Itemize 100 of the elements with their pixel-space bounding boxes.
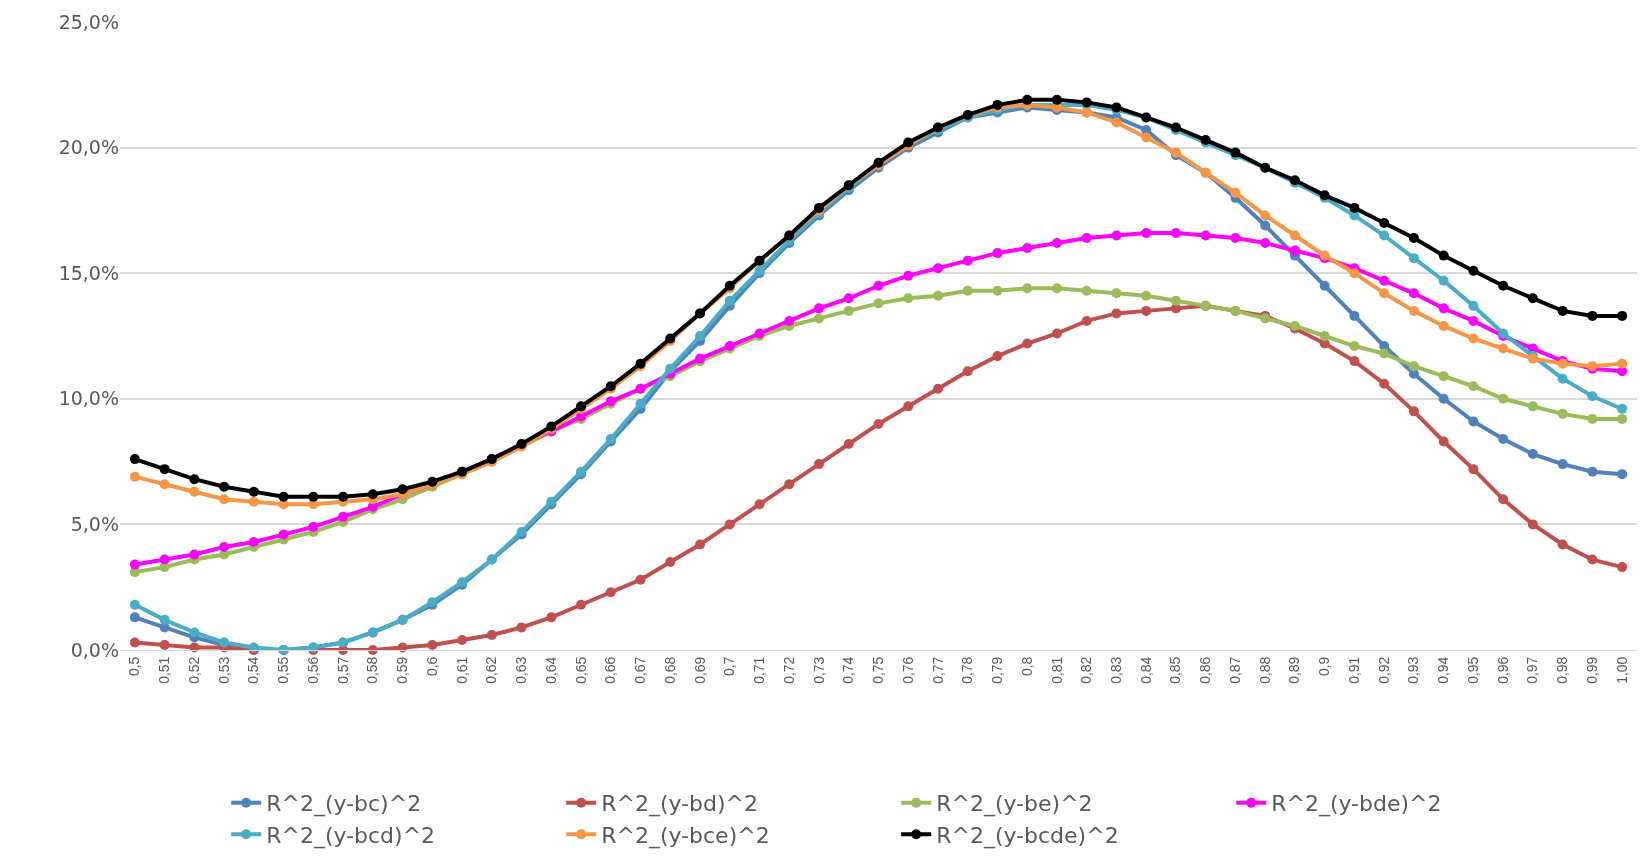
x-tick-label: 0,53 bbox=[215, 656, 232, 684]
point bbox=[605, 587, 616, 598]
point bbox=[932, 263, 943, 274]
x-tick-label: 0,62 bbox=[483, 656, 500, 684]
point bbox=[129, 471, 140, 482]
x-tick-label: 0,9 bbox=[1316, 656, 1333, 677]
x-tick-label: 0,54 bbox=[245, 656, 262, 684]
point bbox=[1141, 305, 1152, 316]
point bbox=[843, 439, 854, 450]
x-tick-label: 0,6 bbox=[423, 656, 440, 677]
point bbox=[219, 494, 230, 505]
point bbox=[1379, 275, 1390, 286]
y-tick-label: 20,0% bbox=[58, 136, 119, 159]
point bbox=[992, 248, 1003, 259]
point bbox=[1557, 373, 1568, 384]
point bbox=[962, 366, 973, 377]
point bbox=[427, 639, 438, 650]
point bbox=[1081, 315, 1092, 326]
x-tick-label: 0,5 bbox=[126, 656, 143, 677]
point bbox=[129, 559, 140, 570]
x-tick-label: 0,92 bbox=[1375, 656, 1392, 684]
point bbox=[1468, 265, 1479, 276]
point bbox=[1349, 268, 1360, 279]
point bbox=[1349, 356, 1360, 367]
point bbox=[278, 491, 289, 502]
point bbox=[1498, 280, 1509, 291]
point bbox=[1111, 230, 1122, 241]
point bbox=[189, 627, 200, 638]
point bbox=[873, 280, 884, 291]
point bbox=[1170, 295, 1181, 306]
point bbox=[159, 554, 170, 565]
point bbox=[903, 293, 914, 304]
point bbox=[1379, 348, 1390, 359]
point bbox=[1408, 361, 1419, 372]
point bbox=[189, 486, 200, 497]
y-tick-label: 5,0% bbox=[70, 513, 119, 536]
point bbox=[1260, 238, 1271, 249]
point bbox=[1438, 436, 1449, 447]
point bbox=[784, 315, 795, 326]
point bbox=[546, 612, 557, 623]
point bbox=[129, 454, 140, 465]
point bbox=[1617, 310, 1628, 321]
point bbox=[248, 496, 259, 507]
y-tick-label: 0,0% bbox=[70, 638, 119, 661]
x-tick-label: 0,95 bbox=[1464, 656, 1481, 684]
legend-label: R^2_(y-bce)^2 bbox=[601, 822, 770, 849]
point bbox=[1051, 238, 1062, 249]
point bbox=[1289, 245, 1300, 256]
point bbox=[635, 574, 646, 585]
x-tick-label: 0,57 bbox=[334, 656, 351, 684]
point bbox=[873, 418, 884, 429]
point bbox=[1141, 290, 1152, 301]
point bbox=[159, 639, 170, 650]
point bbox=[1051, 283, 1062, 294]
x-tick-label: 0,83 bbox=[1108, 656, 1125, 684]
x-tick-label: 0,96 bbox=[1494, 656, 1511, 684]
point bbox=[1498, 433, 1509, 444]
legend-label: R^2_(y-bd)^2 bbox=[601, 791, 759, 818]
point bbox=[1617, 562, 1628, 573]
point bbox=[1349, 202, 1360, 213]
point bbox=[1498, 343, 1509, 354]
point bbox=[1527, 401, 1538, 412]
point bbox=[1557, 459, 1568, 470]
point bbox=[1022, 338, 1033, 349]
point bbox=[1408, 233, 1419, 244]
point bbox=[635, 398, 646, 409]
x-tick-label: 0,68 bbox=[661, 656, 678, 684]
point bbox=[814, 459, 825, 470]
point bbox=[1468, 333, 1479, 344]
point bbox=[159, 464, 170, 475]
point bbox=[1379, 378, 1390, 389]
point bbox=[1319, 331, 1330, 341]
x-tick-label: 0,61 bbox=[453, 656, 470, 684]
point bbox=[397, 484, 408, 495]
y-tick-label: 15,0% bbox=[58, 261, 119, 284]
point bbox=[724, 295, 735, 306]
point bbox=[457, 634, 468, 645]
point bbox=[1408, 288, 1419, 299]
x-tick-label: 0,87 bbox=[1226, 656, 1243, 684]
point bbox=[932, 290, 943, 301]
x-tick-label: 0,64 bbox=[542, 656, 559, 684]
point bbox=[1587, 391, 1598, 402]
point bbox=[903, 401, 914, 412]
x-tick-label: 0,86 bbox=[1197, 656, 1214, 684]
x-tick-label: 0,82 bbox=[1078, 656, 1095, 684]
point bbox=[1379, 288, 1390, 299]
point bbox=[219, 542, 230, 553]
point bbox=[486, 629, 497, 640]
point bbox=[695, 331, 706, 341]
point bbox=[1438, 320, 1449, 331]
point bbox=[1408, 253, 1419, 264]
x-tick-label: 0,56 bbox=[304, 656, 321, 684]
x-tick-label: 0,7 bbox=[721, 656, 738, 677]
point bbox=[1081, 285, 1092, 296]
point bbox=[1051, 94, 1062, 105]
point bbox=[1289, 230, 1300, 241]
x-tick-label: 0,88 bbox=[1256, 656, 1273, 684]
x-tick-label: 1,00 bbox=[1613, 656, 1630, 684]
x-tick-label: 0,52 bbox=[185, 656, 202, 684]
x-tick-label: 0,74 bbox=[840, 656, 857, 684]
